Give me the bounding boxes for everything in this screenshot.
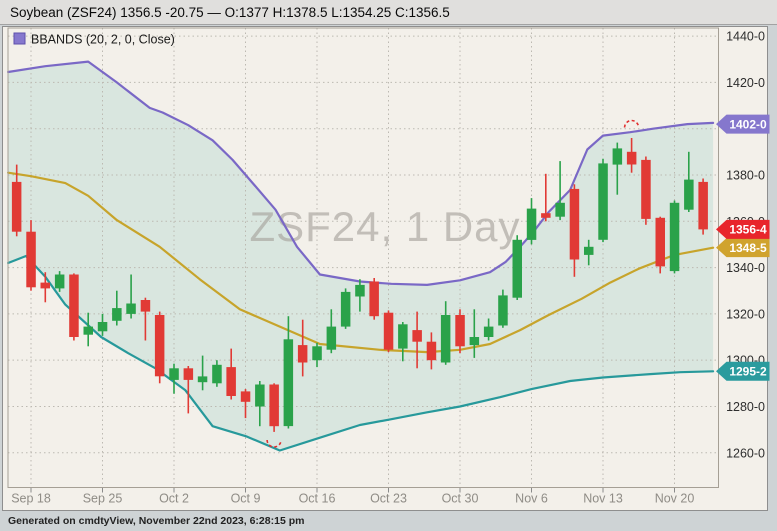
candle bbox=[569, 184, 580, 277]
candle bbox=[97, 313, 108, 336]
y-axis-label: 1280-0 bbox=[726, 400, 765, 414]
candle bbox=[584, 239, 594, 266]
price-tags-layer: 1402-0 1348-5 1356-4 1295-2 bbox=[716, 114, 770, 381]
candle bbox=[212, 360, 222, 387]
generated-footer: Generated on cmdtyView, November 22nd 20… bbox=[8, 515, 305, 527]
x-axis-label: Oct 9 bbox=[231, 492, 261, 506]
x-axis-label: Oct 16 bbox=[299, 492, 336, 506]
candle bbox=[297, 319, 308, 377]
candle bbox=[526, 198, 537, 245]
legend-swatch-icon bbox=[13, 32, 26, 45]
bbands-upper-line bbox=[7, 60, 715, 286]
candle bbox=[383, 310, 394, 353]
candle bbox=[440, 301, 451, 365]
candle bbox=[483, 318, 494, 341]
y-axis-label: 1260-0 bbox=[726, 446, 765, 460]
candle bbox=[555, 161, 565, 221]
candle bbox=[512, 235, 522, 300]
candle bbox=[169, 363, 179, 394]
bbands-middle-line bbox=[7, 171, 715, 354]
chart-title-bar: Soybean (ZSF24) 1356.5 -20.75 — O:1377 H… bbox=[0, 0, 777, 25]
series-layer bbox=[7, 60, 715, 452]
candle bbox=[154, 311, 165, 384]
candle bbox=[197, 355, 208, 391]
candle bbox=[11, 164, 22, 237]
candle bbox=[426, 332, 437, 370]
candle bbox=[54, 271, 65, 292]
x-axis-label: Nov 13 bbox=[583, 492, 623, 506]
candle bbox=[598, 158, 608, 243]
x-axis-label: Nov 20 bbox=[655, 492, 695, 506]
swing-high-marker bbox=[623, 119, 640, 128]
x-axis-label: Oct 30 bbox=[442, 492, 479, 506]
price-tag-label: 1356-4 bbox=[729, 223, 767, 237]
candle bbox=[355, 279, 365, 312]
y-axis-label: 1380-0 bbox=[726, 168, 765, 182]
candle bbox=[126, 274, 136, 319]
candle bbox=[369, 278, 379, 320]
candle bbox=[412, 311, 422, 369]
candle bbox=[269, 383, 279, 432]
x-axis-label: Oct 2 bbox=[159, 492, 189, 506]
candle bbox=[312, 342, 322, 368]
candle bbox=[40, 272, 50, 303]
candle bbox=[698, 178, 708, 235]
candle bbox=[26, 220, 36, 291]
legend-label: BBANDS (20, 2, 0, Close) bbox=[31, 33, 175, 47]
bbands-lower-line bbox=[7, 254, 715, 452]
price-tag-last-price bbox=[716, 219, 770, 239]
watermark: ZSF24, 1 Day bbox=[249, 203, 520, 250]
candle bbox=[498, 289, 508, 328]
candle bbox=[641, 156, 651, 225]
candle bbox=[183, 366, 194, 414]
price-tag-label: 1402-0 bbox=[729, 117, 767, 131]
indicator-legend[interactable]: BBANDS (20, 2, 0, Close) bbox=[13, 32, 175, 47]
candle bbox=[612, 142, 623, 195]
candle bbox=[669, 200, 680, 274]
candle bbox=[684, 151, 694, 212]
axes-layer[interactable]: 1440-01420-01400-01380-01360-01340-01320… bbox=[7, 27, 765, 506]
candle bbox=[226, 348, 236, 400]
price-tag-bbands-middle bbox=[716, 238, 770, 258]
x-axis-label: Nov 6 bbox=[515, 492, 548, 506]
price-tag-bbands-lower bbox=[716, 361, 770, 381]
bollinger-band-fill bbox=[8, 61, 714, 451]
candle bbox=[326, 309, 337, 354]
candle bbox=[69, 273, 79, 341]
candle bbox=[626, 138, 637, 173]
candle bbox=[112, 290, 122, 326]
x-axis-label: Oct 23 bbox=[370, 492, 407, 506]
y-axis-label: 1320-0 bbox=[726, 307, 765, 321]
swing-low-marker bbox=[266, 439, 282, 448]
y-axis-label: 1440-0 bbox=[726, 30, 765, 44]
candle bbox=[541, 173, 551, 222]
plot-border bbox=[7, 27, 719, 488]
price-tag-bbands-upper bbox=[716, 114, 770, 134]
candle bbox=[398, 322, 408, 362]
candle bbox=[340, 288, 351, 329]
candle bbox=[255, 381, 265, 427]
candle bbox=[455, 309, 465, 354]
candle bbox=[469, 309, 480, 358]
price-tag-label: 1348-5 bbox=[729, 241, 767, 255]
x-axis-label: Sep 25 bbox=[83, 492, 123, 506]
candle bbox=[240, 389, 251, 419]
candle bbox=[655, 216, 665, 274]
band-fill-layer bbox=[8, 61, 714, 451]
price-tag-label: 1295-2 bbox=[729, 364, 767, 378]
y-axis-label: 1420-0 bbox=[726, 76, 765, 90]
candle bbox=[140, 297, 151, 341]
candle bbox=[83, 312, 93, 347]
y-axis-label: 1340-0 bbox=[726, 261, 765, 275]
candle bbox=[283, 316, 294, 429]
x-axis-label: Sep 18 bbox=[11, 492, 51, 506]
